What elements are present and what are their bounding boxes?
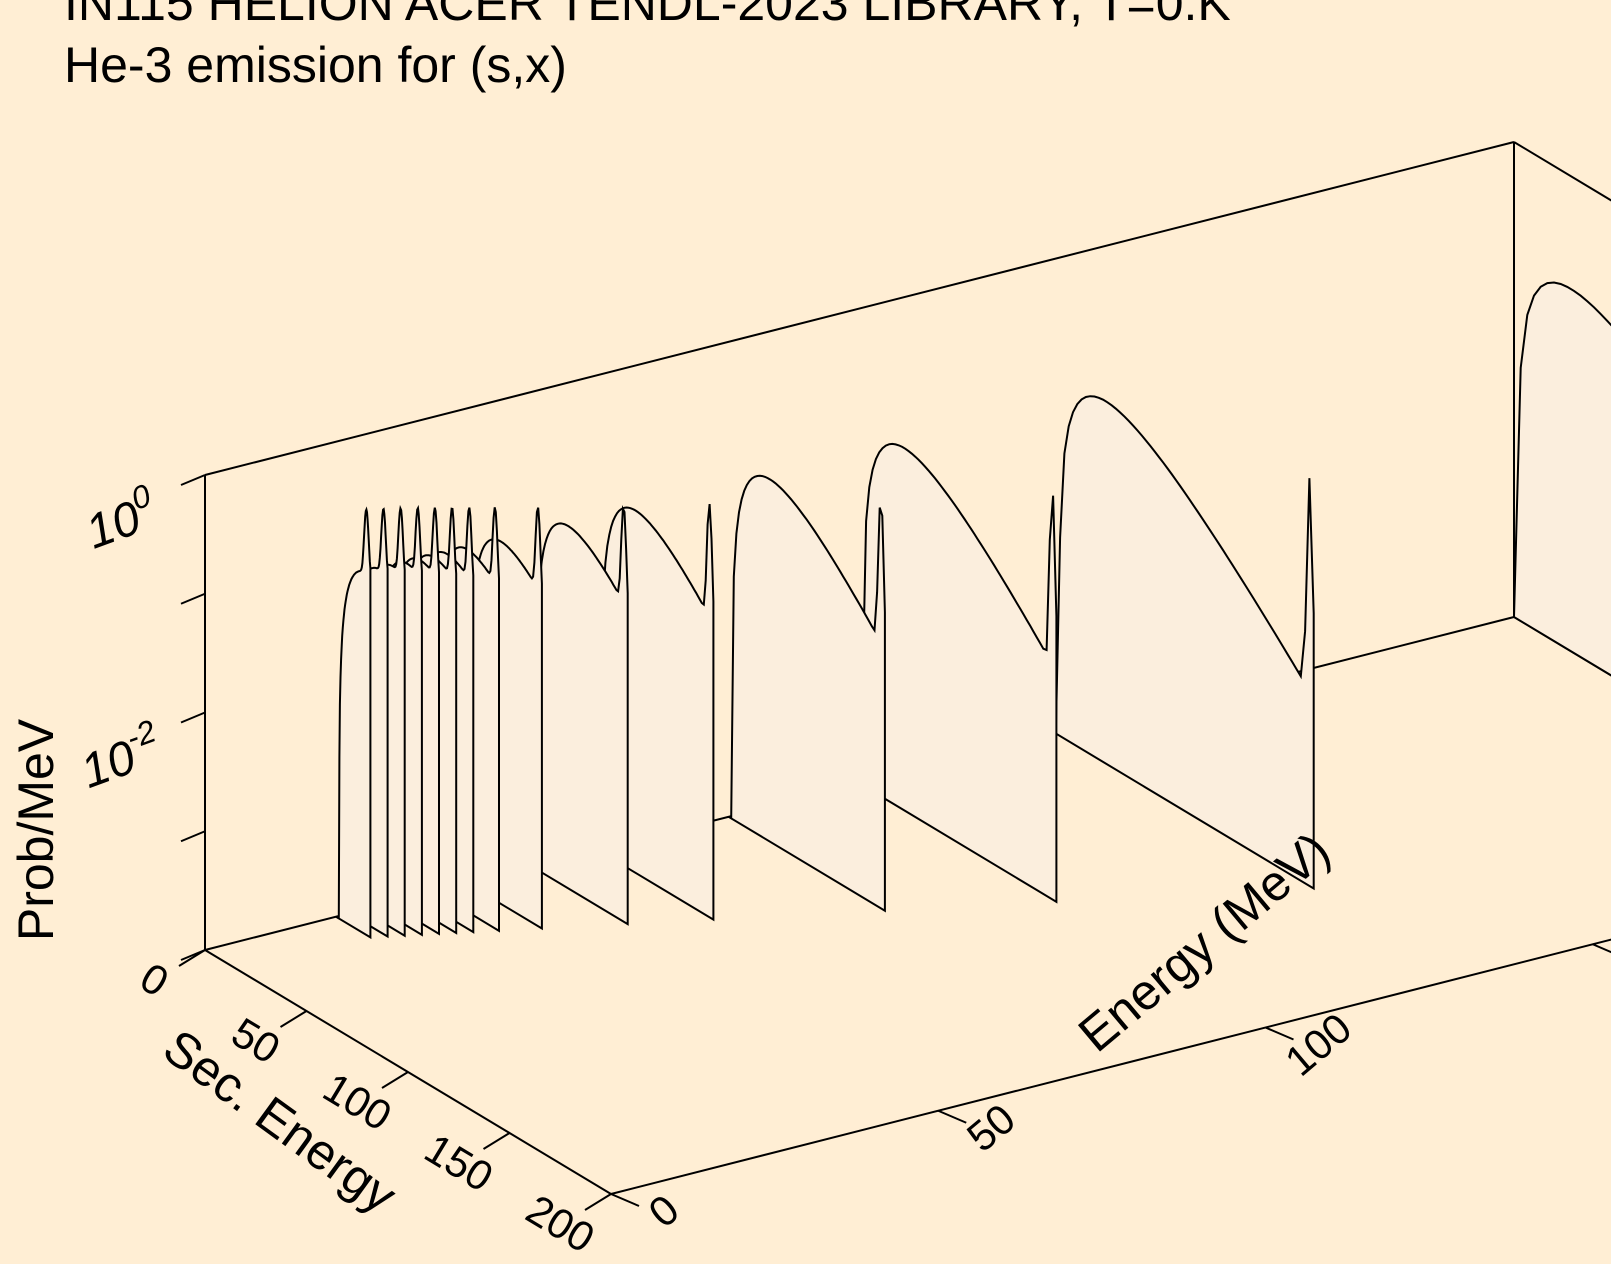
chart-title: IN115 HELION ACER TENDL-2023 LIBRARY, T=… — [64, 0, 1231, 31]
x-tick-mark-200 — [584, 1193, 612, 1211]
spectrum-curve-100mev — [858, 442, 1058, 904]
spectrum-curve-50mev — [531, 504, 629, 926]
x-tick-mark-50 — [279, 1010, 308, 1028]
spectrum-curve-200mev — [1512, 281, 1611, 677]
spectrum-curve-130mev — [1054, 395, 1315, 891]
z-tick-mark — [180, 711, 206, 724]
y-tick-mark-50 — [937, 1109, 967, 1124]
y-tick-label-0: 0 — [640, 1185, 688, 1236]
y-axis-title: Energy (MeV) — [1068, 821, 1340, 1062]
z-tick-label: 100 — [76, 477, 164, 560]
x-tick-mark-100 — [381, 1071, 409, 1089]
z-tick-label: 10-2 — [71, 713, 169, 799]
z-tick-mark — [180, 474, 206, 486]
x-tick-label-150: 150 — [417, 1124, 501, 1200]
y-tick-label-150: 150 — [1603, 921, 1611, 1002]
z-minor-tick-mark — [180, 830, 206, 843]
box-top-back-edge — [1513, 141, 1611, 202]
spectrum-curve-80mev — [728, 474, 886, 913]
z-tick-mark-bottom — [180, 949, 206, 961]
y-tick-mark-150 — [1592, 943, 1611, 954]
spectrum-curve-20mev — [335, 506, 372, 940]
box-top-left-edge — [204, 141, 1515, 476]
x-tick-label-0: 0 — [132, 953, 176, 1005]
x-tick-mark-150 — [482, 1132, 511, 1150]
y-tick-mark-0 — [610, 1193, 640, 1207]
z-minor-tick-mark — [180, 592, 206, 605]
chart-subtitle: He-3 emission for (s,x) — [64, 37, 567, 93]
y-tick-label-50: 50 — [958, 1095, 1024, 1161]
y-tick-mark-100 — [1265, 1026, 1294, 1041]
z-axis-title: Prob/MeV — [8, 718, 64, 941]
x-tick-label-200: 200 — [518, 1185, 602, 1261]
y-tick-label-100: 100 — [1276, 1004, 1360, 1085]
